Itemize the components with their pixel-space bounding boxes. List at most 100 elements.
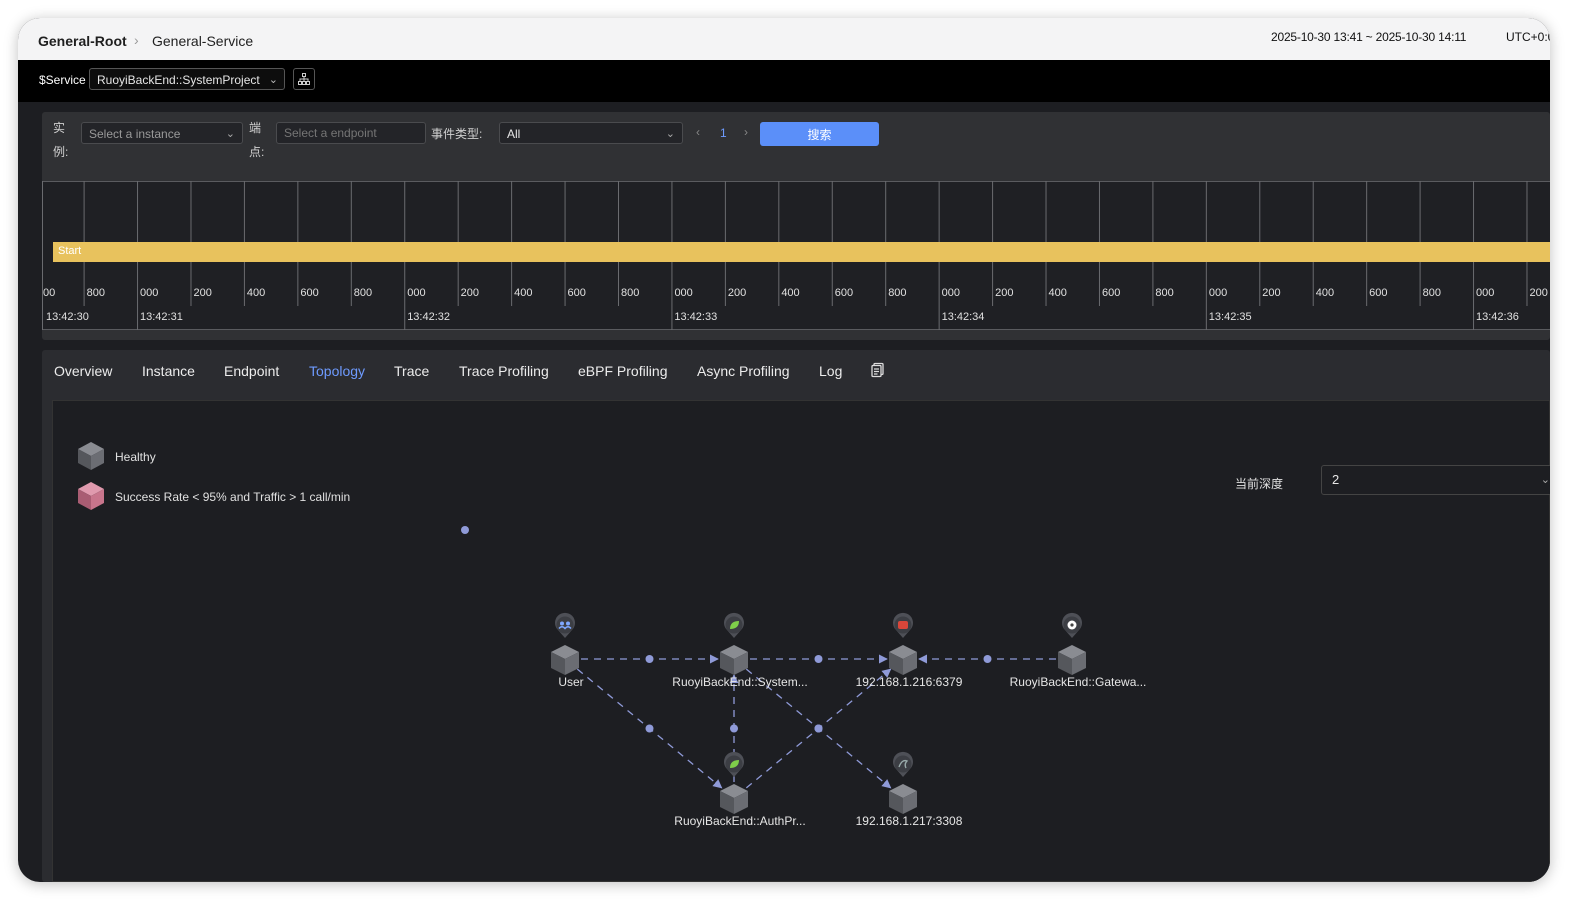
timeline-tick-label: 000 bbox=[1476, 287, 1495, 299]
timeline-tick-label: 000 bbox=[407, 287, 426, 299]
depth-select[interactable]: 2 ⌄ bbox=[1321, 465, 1550, 495]
redis-icon bbox=[893, 612, 913, 638]
gateway-icon bbox=[1062, 612, 1082, 638]
next-page-button[interactable]: › bbox=[744, 125, 748, 139]
timeline-tick-label: 200 bbox=[460, 287, 480, 299]
timeline-timestamp: 13:42:31 bbox=[140, 311, 183, 323]
timeline-grid bbox=[42, 181, 1550, 330]
tab-ebpf-profiling[interactable]: eBPF Profiling bbox=[578, 363, 668, 379]
timeline-timestamp: 13:42:30 bbox=[46, 311, 89, 323]
edge-midpoint[interactable] bbox=[730, 724, 738, 733]
topology-node-auth[interactable] bbox=[720, 751, 748, 814]
instance-select-placeholder: Select a instance bbox=[89, 127, 181, 141]
tab-trace[interactable]: Trace bbox=[394, 363, 430, 379]
instance-select[interactable]: Select a instance ⌄ bbox=[81, 122, 243, 144]
timeline-tick-label: 800 bbox=[353, 287, 373, 299]
event-type-select[interactable]: All ⌄ bbox=[499, 122, 683, 144]
depth-label: 当前深度 bbox=[1235, 477, 1284, 491]
healthy-legend-label: Healthy bbox=[115, 450, 156, 464]
topology-canvas[interactable]: Healthy Success Rate < 95% and Traffic >… bbox=[52, 400, 1550, 882]
timeline-tick-label: 000 bbox=[674, 287, 693, 299]
endpoint-label-line2: 点: bbox=[249, 145, 265, 159]
timeline-event-bar[interactable] bbox=[53, 242, 1550, 262]
depth-value: 2 bbox=[1332, 472, 1340, 487]
users-icon bbox=[555, 612, 575, 638]
instance-label-line2: 例: bbox=[53, 145, 69, 159]
endpoint-label: 端 bbox=[249, 121, 262, 135]
timeline-timestamp: 13:42:36 bbox=[1476, 311, 1519, 323]
edge-midpoint[interactable] bbox=[645, 724, 654, 733]
timeline-tick-label: 200 bbox=[1262, 287, 1281, 299]
timezone-label[interactable]: UTC+0:0 bbox=[1506, 30, 1550, 44]
event-timeline[interactable]: Start 00 800 000 200 400 600 800 000 200 400 600 80… bbox=[42, 181, 1550, 330]
tab-bar: Overview Instance Endpoint Topology Trace Tra… bbox=[42, 350, 1550, 390]
topology-node-mysql[interactable] bbox=[889, 751, 917, 814]
main-panel: Overview Instance Endpoint Topology Trace Tra… bbox=[42, 350, 1550, 882]
service-label: $Service bbox=[39, 73, 86, 87]
prev-page-button[interactable]: ‹ bbox=[696, 125, 700, 139]
unhealthy-legend-label: Success Rate < 95% and Traffic > 1 call/… bbox=[115, 490, 351, 504]
chevron-down-icon: ⌄ bbox=[225, 128, 235, 140]
topology-graph[interactable] bbox=[53, 401, 1549, 881]
breadcrumb-separator-icon: › bbox=[134, 32, 139, 48]
app-window: General-Root › General-Service 2025-10-3… bbox=[18, 18, 1550, 882]
clipboard-icon[interactable] bbox=[870, 362, 886, 378]
timeline-event-label[interactable]: Start bbox=[58, 245, 82, 257]
endpoint-input[interactable] bbox=[276, 122, 426, 144]
topology-node-system[interactable] bbox=[720, 612, 748, 675]
edge-midpoint[interactable] bbox=[645, 655, 654, 663]
timeline-timestamp: 13:42:34 bbox=[941, 311, 985, 323]
timeline-tick-label: 400 bbox=[514, 287, 533, 299]
node-label: RuoyiBackEnd::System... bbox=[672, 675, 808, 689]
time-range-picker[interactable]: 2025-10-30 13:41 ~ 2025-10-30 14:11 bbox=[1271, 30, 1467, 44]
timeline-tick-label: 600 bbox=[834, 287, 854, 299]
page-number[interactable]: 1 bbox=[720, 126, 727, 140]
node-label: 192.168.1.217:3308 bbox=[855, 814, 963, 828]
chevron-down-icon: ⌄ bbox=[268, 74, 278, 86]
timeline-tick-label: 600 bbox=[1369, 287, 1388, 299]
tab-async-profiling[interactable]: Async Profiling bbox=[697, 363, 790, 379]
topology-view-button[interactable] bbox=[293, 68, 315, 90]
breadcrumb-root[interactable]: General-Root bbox=[38, 33, 127, 49]
search-button[interactable]: 搜索 bbox=[760, 122, 879, 146]
tab-topology[interactable]: Topology bbox=[309, 363, 366, 379]
timeline-tick-label: 400 bbox=[1048, 287, 1067, 299]
edge-midpoint[interactable] bbox=[814, 655, 823, 663]
node-label: User bbox=[558, 675, 584, 689]
timeline-tick-label: 200 bbox=[727, 287, 747, 299]
edge-midpoint[interactable] bbox=[814, 724, 823, 733]
hierarchy-icon bbox=[298, 73, 310, 85]
instance-label: 实 bbox=[53, 121, 66, 135]
event-type-value: All bbox=[507, 127, 521, 141]
timeline-tick-label: 200 bbox=[193, 287, 212, 299]
tab-overview[interactable]: Overview bbox=[54, 363, 113, 379]
tab-trace-profiling[interactable]: Trace Profiling bbox=[459, 363, 549, 379]
timeline-tick-label: 600 bbox=[1101, 287, 1121, 299]
tab-log[interactable]: Log bbox=[819, 363, 843, 379]
event-type-label: 事件类型: bbox=[431, 127, 483, 141]
topology-node-gateway[interactable] bbox=[1058, 612, 1086, 675]
node-label: RuoyiBackEnd::AuthPr... bbox=[674, 814, 806, 828]
timeline-tick-label: 000 bbox=[941, 287, 960, 299]
edge-midpoint[interactable] bbox=[983, 655, 992, 663]
service-select[interactable]: RuoyiBackEnd::SystemProject ⌄ bbox=[89, 68, 285, 90]
breadcrumb-service[interactable]: General-Service bbox=[152, 33, 254, 49]
filter-panel: 实 例: Select a instance ⌄ 端 点: 事件类型: All … bbox=[42, 112, 1550, 340]
tab-endpoint[interactable]: Endpoint bbox=[224, 363, 280, 379]
topology-node-user[interactable] bbox=[551, 612, 579, 675]
timeline-tick-label: 400 bbox=[246, 287, 266, 299]
timeline-tick-label: 200 bbox=[1529, 287, 1548, 299]
tab-instance[interactable]: Instance bbox=[142, 363, 195, 379]
service-select-value: RuoyiBackEnd::SystemProject bbox=[97, 73, 260, 87]
leaf-icon bbox=[724, 612, 744, 638]
service-bar: $Service RuoyiBackEnd::SystemProject ⌄ bbox=[18, 60, 1550, 102]
edge-midpoint[interactable] bbox=[461, 526, 469, 534]
timeline-tick-label: 00 bbox=[43, 287, 56, 299]
topology-node-redis[interactable] bbox=[889, 612, 917, 675]
timeline-tick-label: 800 bbox=[86, 287, 105, 299]
healthy-legend-icon bbox=[78, 442, 104, 470]
timeline-tick-label: 600 bbox=[567, 287, 586, 299]
mysql-icon bbox=[893, 751, 913, 777]
timeline-timestamp: 13:42:32 bbox=[407, 311, 451, 323]
timeline-tick-label: 600 bbox=[300, 287, 319, 299]
